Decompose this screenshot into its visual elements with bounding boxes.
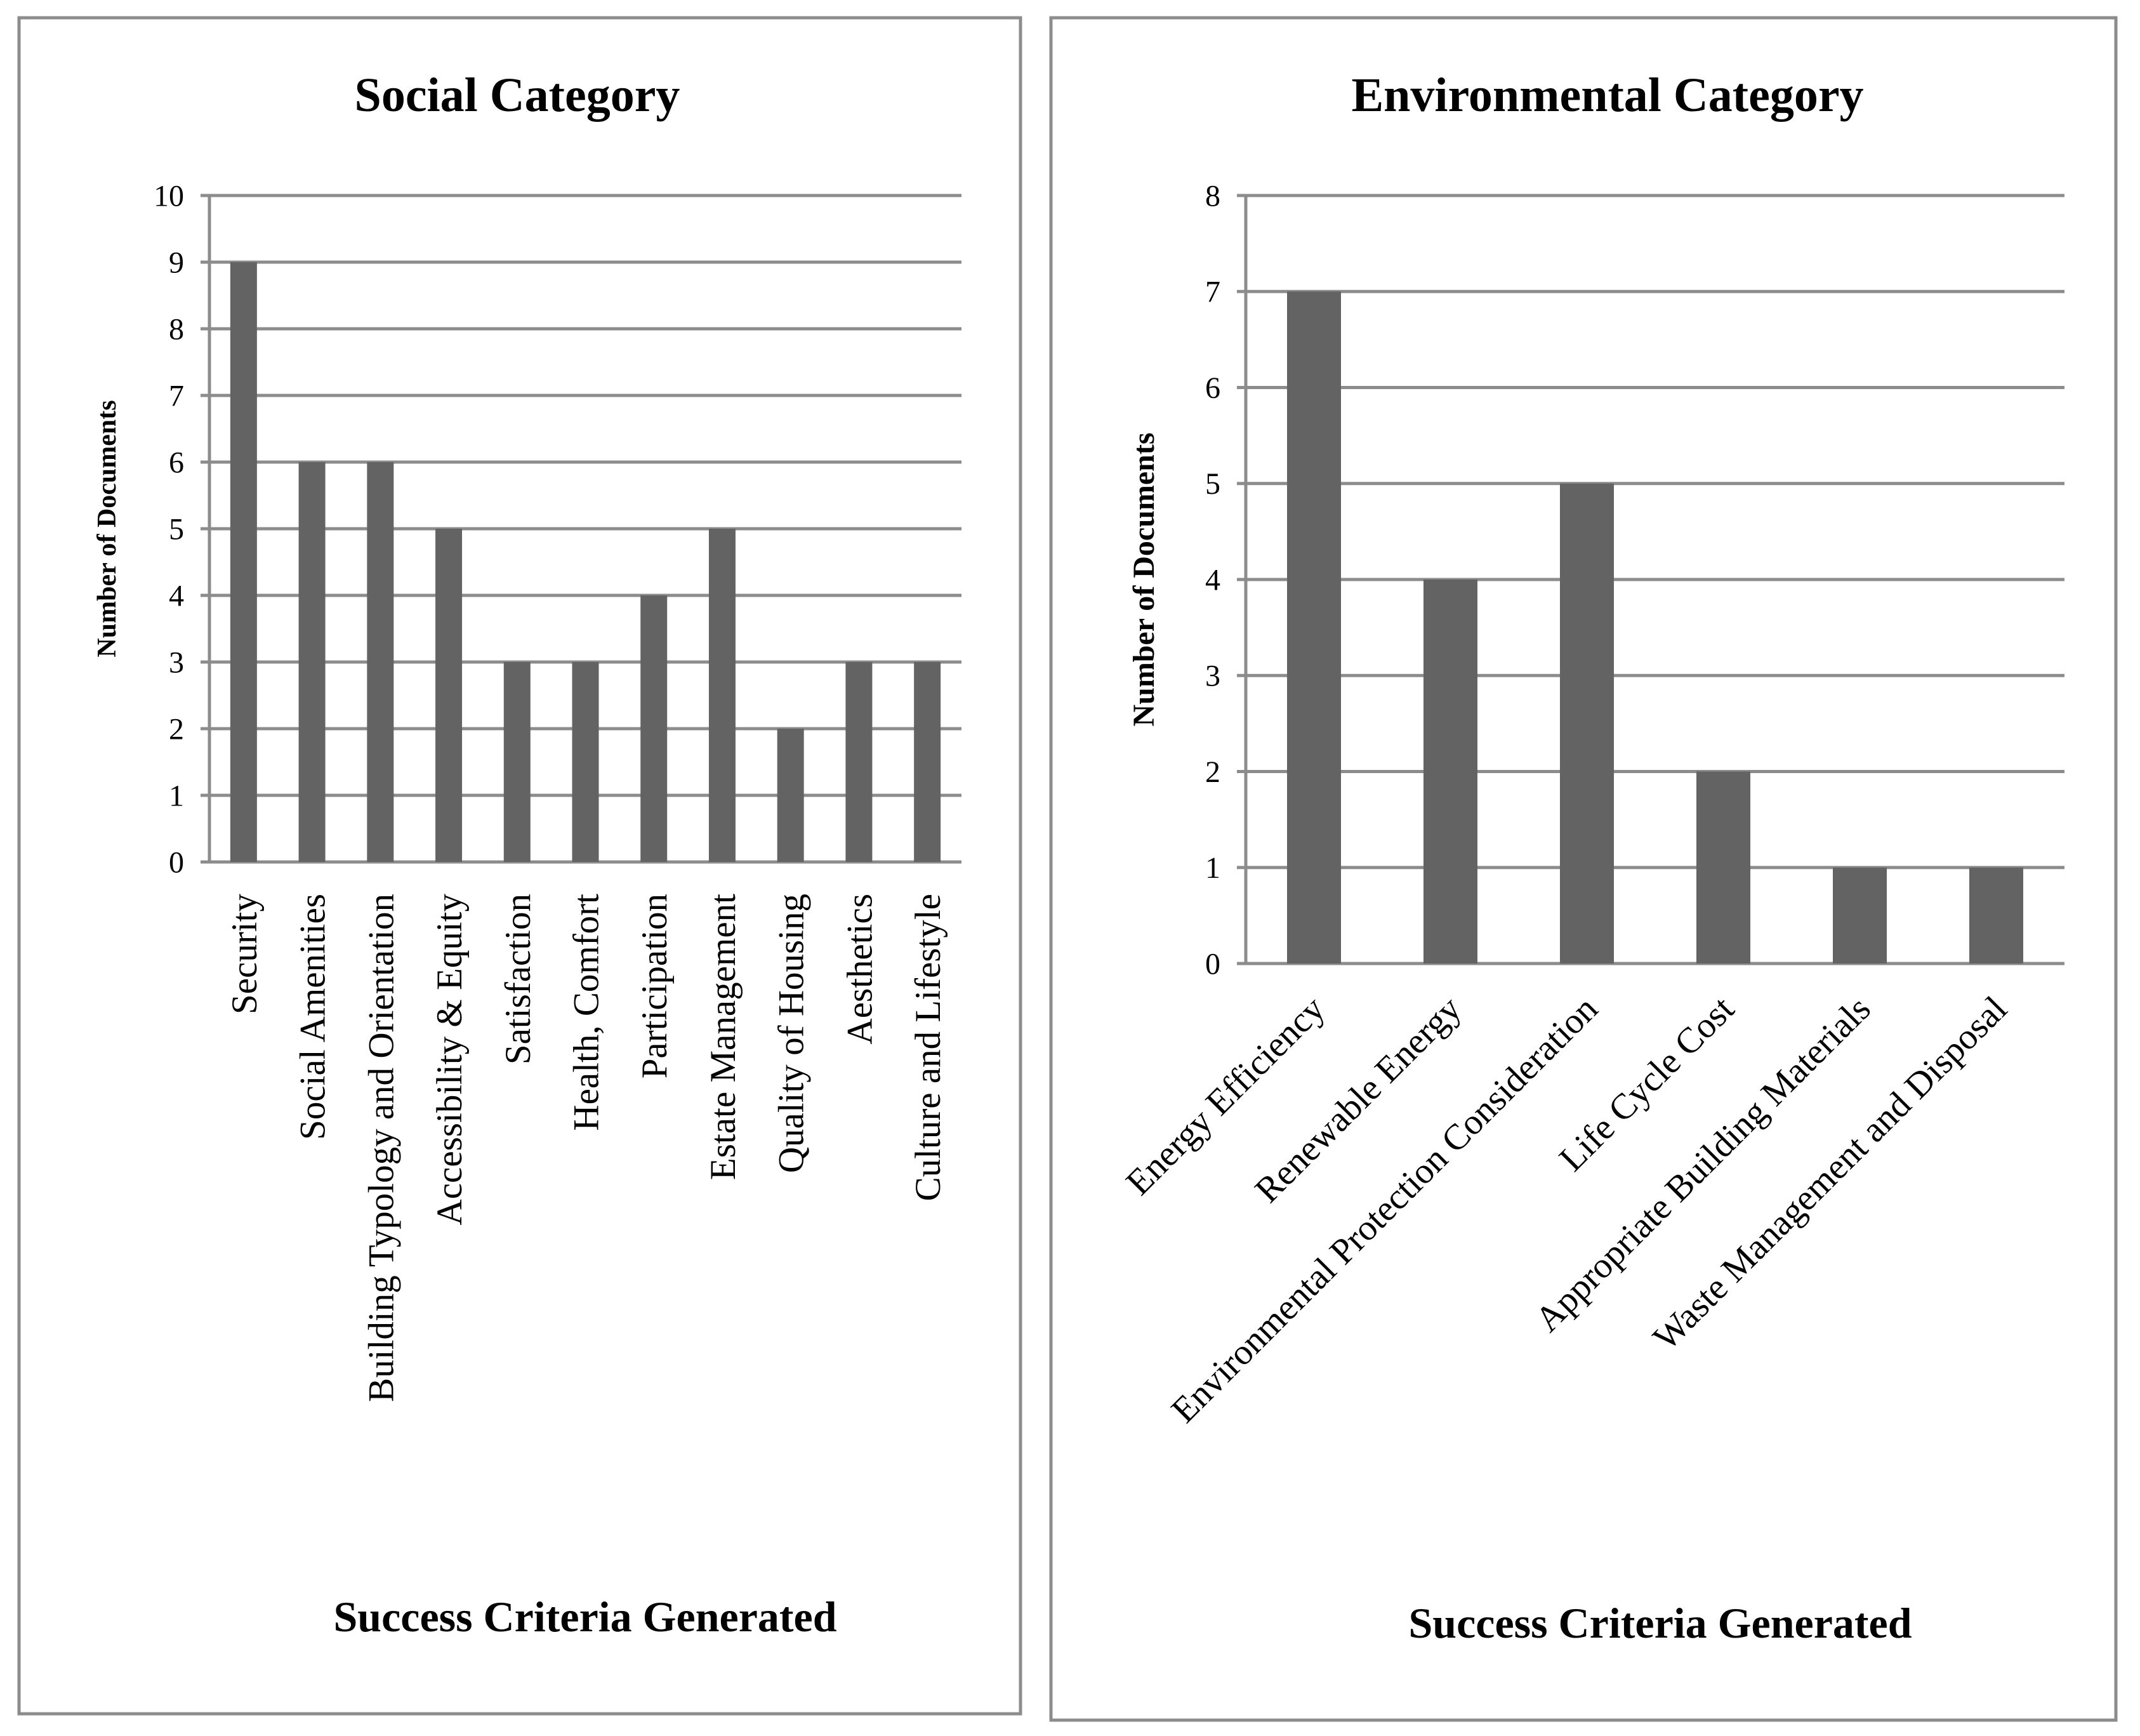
social-category-label: Culture and Lifestyle xyxy=(908,894,948,1201)
environmental-panel-border xyxy=(1049,16,2118,1722)
social-bar xyxy=(230,262,257,862)
environmental-bar xyxy=(1969,867,2023,964)
social-y-tick-label: 4 xyxy=(169,579,184,613)
social-y-tick-label: 7 xyxy=(169,379,184,413)
environmental-y-tick-label: 1 xyxy=(1205,851,1220,885)
environmental-y-axis-ticks: 0 1 2 3 4 5 6 7 8 xyxy=(1205,179,1220,981)
environmental-y-tick-label: 7 xyxy=(1205,275,1220,309)
environmental-x-axis-label: Success Criteria Generated xyxy=(1408,1599,1912,1647)
social-y-tick-label: 5 xyxy=(169,512,184,546)
social-category-label: Security xyxy=(225,894,265,1014)
social-category-label: Building Typology and Orientation xyxy=(361,894,401,1402)
social-bar xyxy=(572,662,599,862)
environmental-bar xyxy=(1833,867,1887,964)
social-bar xyxy=(914,662,941,862)
social-bars xyxy=(230,262,941,862)
social-gridlines xyxy=(201,194,961,864)
social-chart-panel: Social Category 0 1 2 3 4 5 6 7 8 9 10 Security Soc… xyxy=(17,16,1022,1716)
social-category-label: Accessibility & Equity xyxy=(430,894,470,1226)
environmental-y-tick-label: 2 xyxy=(1205,755,1220,789)
social-bar xyxy=(503,662,531,862)
social-category-label: Estate Management xyxy=(703,894,743,1180)
environmental-y-axis-label: Number of Documents xyxy=(1127,432,1161,726)
social-category-label: Social Amenities xyxy=(293,894,333,1140)
social-category-labels: Security Social Amenities Building Typolog… xyxy=(225,894,948,1402)
social-category-label: Participation xyxy=(635,894,675,1078)
environmental-bar xyxy=(1423,580,1477,964)
environmental-y-tick-label: 4 xyxy=(1205,563,1220,597)
environmental-y-tick-label: 8 xyxy=(1205,179,1220,213)
social-bar xyxy=(845,662,873,862)
environmental-bar xyxy=(1560,483,1614,964)
environmental-bar xyxy=(1696,771,1750,964)
social-y-tick-label: 1 xyxy=(169,779,184,812)
social-chart-title: Social Category xyxy=(355,69,680,122)
environmental-y-tick-label: 3 xyxy=(1205,659,1220,693)
social-bar xyxy=(777,729,804,862)
environmental-chart-title: Environmental Category xyxy=(1351,69,1863,122)
environmental-y-tick-label: 0 xyxy=(1205,947,1220,981)
social-bar xyxy=(298,462,326,862)
social-x-axis-label: Success Criteria Generated xyxy=(333,1593,836,1641)
social-category-label: Satisfaction xyxy=(498,894,538,1064)
social-y-tick-label: 2 xyxy=(169,712,184,746)
social-category-label: Health, Comfort xyxy=(567,894,607,1131)
social-y-tick-label: 8 xyxy=(169,312,184,346)
social-y-tick-label: 9 xyxy=(169,246,184,279)
environmental-y-tick-label: 6 xyxy=(1205,371,1220,405)
social-y-axis-ticks: 0 1 2 3 4 5 6 7 8 9 10 xyxy=(154,179,184,879)
environmental-gridlines xyxy=(1237,194,2064,965)
social-y-tick-label: 10 xyxy=(154,179,184,213)
social-category-label: Quality of Housing xyxy=(772,894,812,1173)
social-bar xyxy=(367,462,394,862)
environmental-bars xyxy=(1287,291,2023,964)
environmental-chart-panel: Environmental Category 0 1 2 3 4 5 6 7 8 Energy … xyxy=(1049,16,2118,1722)
social-panel-border xyxy=(17,16,1022,1716)
social-bar xyxy=(708,529,736,862)
social-y-tick-label: 0 xyxy=(169,845,184,879)
social-y-tick-label: 3 xyxy=(169,646,184,679)
social-bar xyxy=(640,595,668,862)
social-bar xyxy=(435,529,463,862)
social-category-label: Aesthetics xyxy=(840,894,880,1044)
social-y-axis-label: Number of Documents xyxy=(93,400,122,657)
social-y-tick-label: 6 xyxy=(169,446,184,479)
environmental-y-tick-label: 5 xyxy=(1205,467,1220,501)
environmental-bar xyxy=(1287,291,1341,964)
